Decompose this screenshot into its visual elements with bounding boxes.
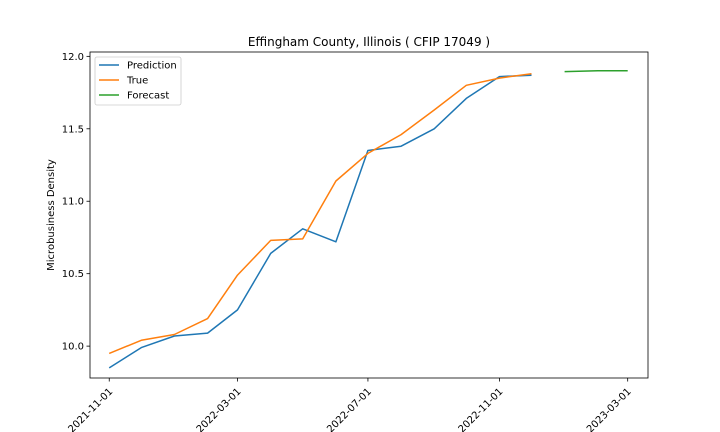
legend-label-forecast: Forecast: [127, 91, 169, 102]
x-tick-label: 2021-11-01: [66, 386, 115, 432]
x-tick-label: 2022-07-01: [325, 386, 374, 432]
y-axis-label: Microbusiness Density: [46, 159, 57, 271]
legend-label-true: True: [126, 76, 148, 87]
series-lines: [108, 70, 628, 369]
y-tick-label: 12.0: [62, 52, 84, 63]
legend-label-prediction: Prediction: [127, 61, 177, 72]
x-tick-label: 2023-03-01: [585, 386, 634, 432]
y-tick-label: 11.5: [62, 124, 84, 135]
x-axis-ticks: 2021-11-01 2022-03-01 2022-07-01 2022-11-01…: [66, 378, 634, 432]
series-line-true: [108, 72, 532, 355]
y-tick-label: 10.5: [62, 269, 84, 280]
legend-box: [94, 56, 182, 106]
y-tick-label: 10.0: [62, 342, 84, 353]
series-line-forecast: [564, 70, 628, 73]
y-tick-label: 11.0: [62, 197, 84, 208]
y-axis-ticks: 10.0 10.5 11.0 11.5 12.0: [62, 52, 90, 353]
series-line-prediction: [108, 74, 532, 369]
x-tick-label: 2022-03-01: [195, 386, 244, 432]
x-tick-label: 2022-11-01: [457, 386, 506, 432]
legend: Prediction True Forecast: [94, 56, 182, 106]
chart-title: Effingham County, Illinois ( CFIP 17049 …: [248, 35, 490, 49]
plot-frame: [89, 51, 649, 379]
